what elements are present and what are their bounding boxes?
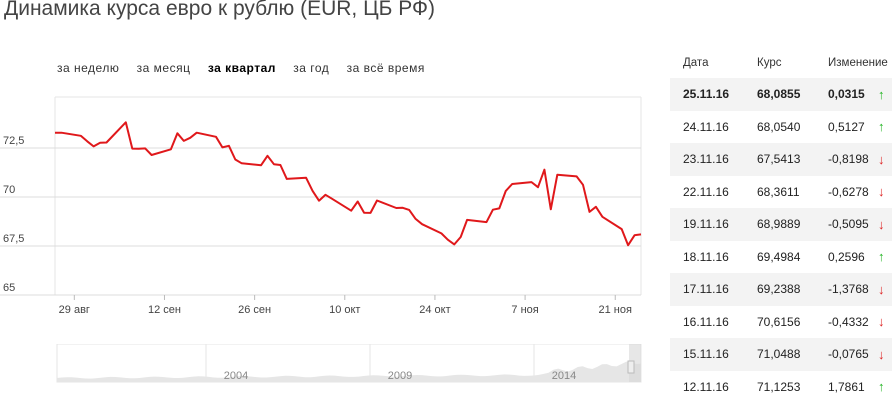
cell-change: -0,5095 [828,217,869,232]
navigator-year-label: 2009 [388,370,412,382]
table-row: 15.11.16 71,0488 -0,0765 ↓ [670,338,892,371]
cell-date: 17.11.16 [683,282,729,297]
arrow-down-icon: ↓ [878,151,885,167]
navigator-handle [627,360,635,374]
cell-rate: 68,0855 [757,87,801,102]
cell-change: -1,3768 [828,282,869,297]
cell-change: -0,0765 [828,347,869,362]
table-header-row: Дата Курс Изменение [670,48,892,78]
cell-rate: 70,6156 [757,314,801,329]
cell-change: 0,0315 [828,87,865,102]
cell-date: 15.11.16 [683,347,729,362]
cell-rate: 69,2388 [757,282,801,297]
y-tick-label: 72,5 [3,135,24,147]
y-tick-label: 70 [3,184,15,196]
table-row: 23.11.16 67,5413 -0,8198 ↓ [670,143,892,176]
cell-date: 16.11.16 [683,314,729,329]
series-line [55,121,642,247]
arrow-down-icon: ↓ [878,314,885,330]
cell-change: 1,7861 [828,379,865,394]
table-row: 16.11.16 70,6156 -0,4332 ↓ [670,306,892,339]
table-row: 24.11.16 68,0540 0,5127 ↑ [670,111,892,144]
table-row: 25.11.16 68,0855 0,0315 ↑ [670,78,892,111]
x-tick-label: 7 ноя [511,304,538,316]
table-row: 18.11.16 69,4984 0,2596 ↑ [670,241,892,274]
x-tick-label: 29 авг [59,304,90,316]
rates-table: Дата Курс Изменение 25.11.16 68,0855 0,031… [670,48,892,403]
tab-quarter[interactable]: за квартал [207,61,276,75]
navigator-year-label: 2014 [552,370,576,382]
cell-rate: 67,5413 [757,152,801,167]
cell-date: 22.11.16 [683,184,729,199]
arrow-up-icon: ↑ [878,86,885,102]
table-row: 22.11.16 68,3611 -0,6278 ↓ [670,176,892,209]
x-tick-label: 26 сен [238,304,271,316]
navigator-area [57,361,641,382]
page-title: Динамика курса евро к рублю (EUR, ЦБ РФ) [4,0,435,20]
cell-date: 24.11.16 [683,119,729,134]
arrow-down-icon: ↓ [878,281,885,297]
cell-change: 0,2596 [828,249,865,264]
tab-year[interactable]: за год [293,61,330,75]
cell-rate: 71,0488 [757,347,801,362]
arrow-up-icon: ↑ [878,249,885,265]
y-tick-label: 67,5 [3,233,24,245]
table-row: 19.11.16 68,9889 -0,5095 ↓ [670,208,892,241]
cell-date: 25.11.16 [683,87,730,102]
x-tick-label: 10 окт [329,304,360,316]
cell-rate: 68,9889 [757,217,801,232]
tab-month[interactable]: за месяц [136,61,191,75]
x-tick-label: 12 сен [148,304,181,316]
rate-line-chart: 65 67,5 70 72,5 29 авг 12 сен 26 сен 10 окт 24 о… [0,96,642,316]
cell-change: -0,8198 [828,152,869,167]
arrow-up-icon: ↑ [878,379,885,395]
cell-date: 23.11.16 [683,152,729,167]
x-tick-label: 21 ноя [599,304,632,316]
y-tick-label: 65 [3,282,15,294]
period-tabs: за неделю за месяц за квартал за год за … [57,61,439,75]
cell-change: 0,5127 [828,119,865,134]
cell-rate: 71,1253 [757,379,801,394]
cell-rate: 69,4984 [757,249,801,264]
table-row: 12.11.16 71,1253 1,7861 ↑ [670,371,892,404]
cell-change: -0,4332 [828,314,869,329]
header-date: Дата [683,57,709,69]
arrow-up-icon: ↑ [878,119,885,135]
arrow-down-icon: ↓ [878,216,885,232]
cell-date: 19.11.16 [683,217,729,232]
cell-date: 18.11.16 [683,249,729,264]
navigator-year-label: 2004 [224,370,248,382]
header-change: Изменение [828,57,888,69]
cell-date: 12.11.16 [683,379,729,394]
header-rate: Курс [757,57,782,69]
table-row: 17.11.16 69,2388 -1,3768 ↓ [670,273,892,306]
cell-change: -0,6278 [828,184,869,199]
tab-week[interactable]: за неделю [57,61,120,75]
cell-rate: 68,0540 [757,119,801,134]
navigator-chart[interactable]: 2004 2009 2014 [0,344,660,388]
arrow-down-icon: ↓ [878,184,885,200]
tab-all-time[interactable]: за всё время [346,61,425,75]
arrow-down-icon: ↓ [878,346,885,362]
x-tick-label: 24 окт [419,304,450,316]
cell-rate: 68,3611 [757,184,800,199]
